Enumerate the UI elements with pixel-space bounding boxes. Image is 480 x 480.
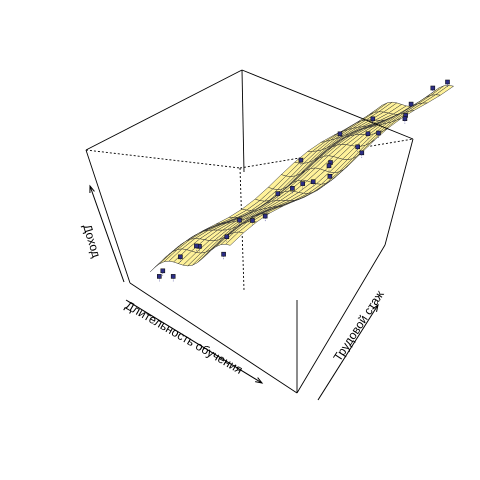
y-axis-label: Трудовой стаж xyxy=(331,288,387,364)
box-edge xyxy=(129,282,298,394)
box-front-edges xyxy=(85,69,414,394)
y-axis-arrow xyxy=(317,304,379,401)
box-edge xyxy=(85,69,243,151)
box-edge-hidden xyxy=(239,138,414,169)
regression-surface xyxy=(149,84,455,273)
box-edge xyxy=(384,138,414,246)
z-axis-label: Доход xyxy=(80,222,103,259)
box-edge-hidden xyxy=(85,149,241,169)
axes-arrows xyxy=(89,184,379,401)
x-axis-label: Длительность обучения xyxy=(123,298,245,377)
box-edge xyxy=(241,69,245,173)
z-axis-arrow-head xyxy=(89,184,95,194)
x-axis-arrow-head xyxy=(255,377,264,384)
box-edge xyxy=(85,149,131,284)
x-axis-arrow xyxy=(125,299,263,384)
z-axis-arrow xyxy=(89,185,125,283)
surface-facet xyxy=(225,231,244,246)
data-points xyxy=(157,79,450,283)
box-edge xyxy=(241,69,414,140)
y-axis-arrow-head xyxy=(372,303,379,312)
box-edge xyxy=(296,244,386,394)
